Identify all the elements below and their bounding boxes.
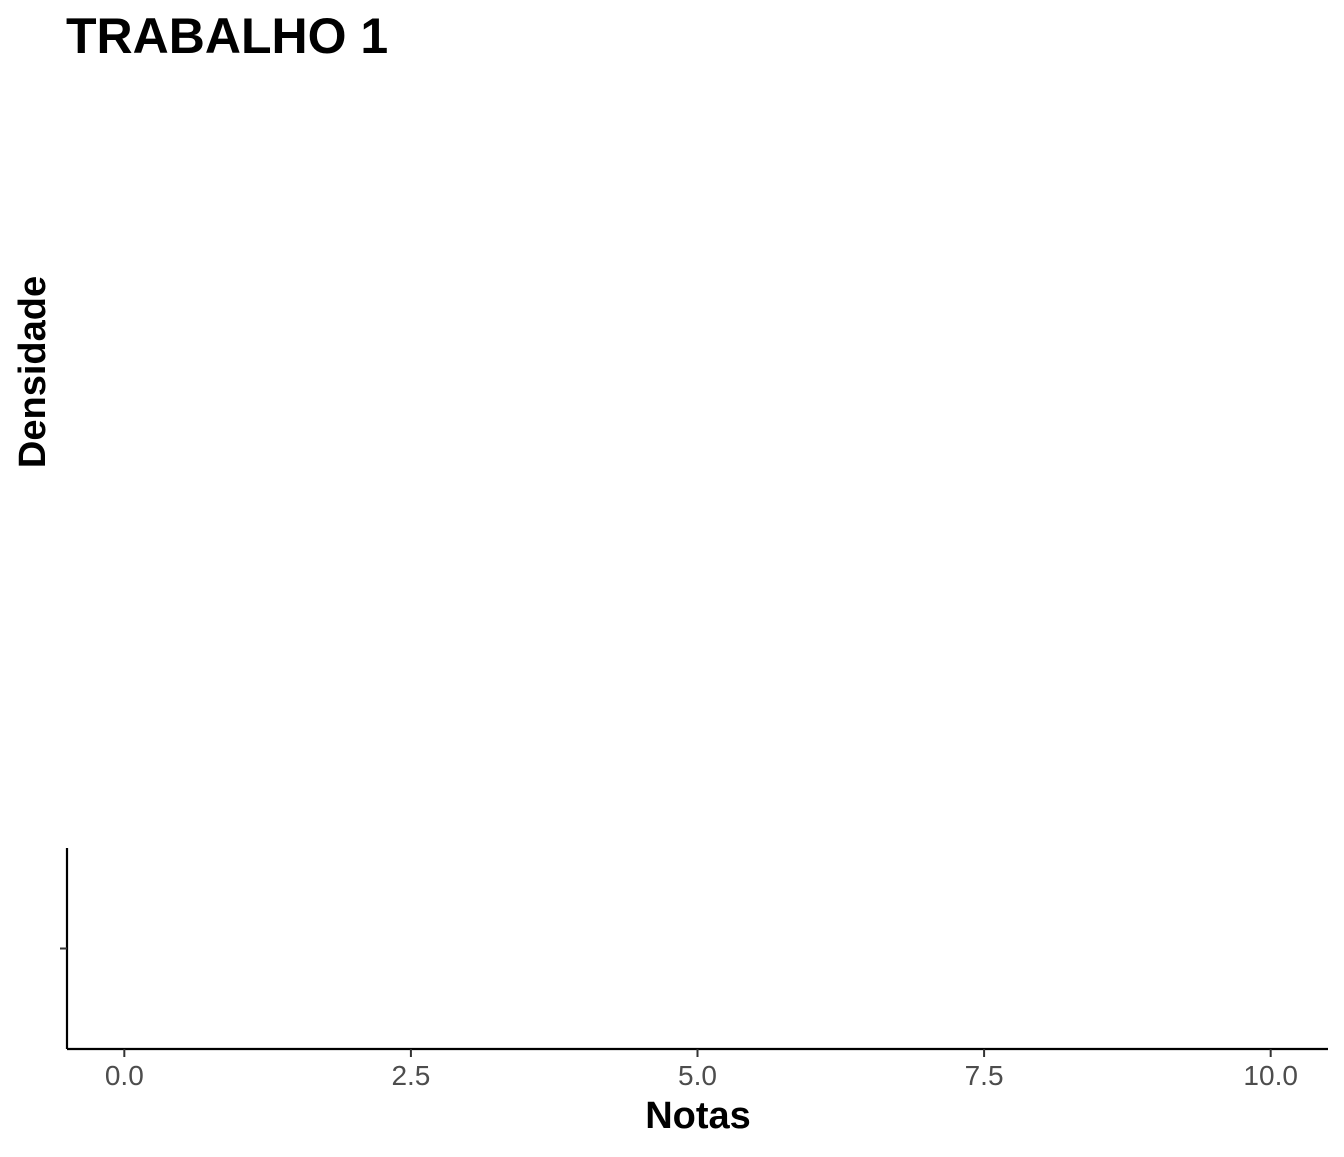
y-axis-title: Densidade: [12, 276, 54, 468]
x-tick-label: 2.5: [391, 1060, 430, 1091]
x-tick-label: 10.0: [1243, 1060, 1298, 1091]
x-axis-title: Notas: [645, 1095, 751, 1137]
x-tick-label: 5.0: [678, 1060, 717, 1091]
plot-area: 0.0 2.5 5.0 7.5 10.0: [60, 848, 1328, 1091]
x-tick-label: 7.5: [965, 1060, 1004, 1091]
chart-title: TRABALHO 1: [66, 8, 388, 64]
x-tick-label: 0.0: [105, 1060, 144, 1091]
